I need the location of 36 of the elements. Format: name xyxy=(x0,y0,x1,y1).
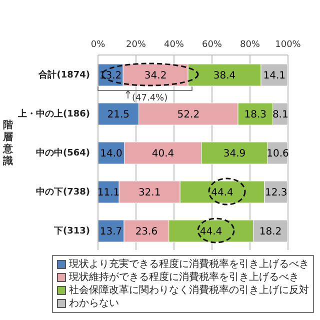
data-label: 32.1 xyxy=(138,188,161,199)
x-tick-label: 100% xyxy=(275,40,302,50)
data-label: 18.2 xyxy=(259,226,282,238)
x-tick-label: 0% xyxy=(90,40,106,50)
x-tick-label: 20% xyxy=(126,40,146,50)
legend-label: 現状維持ができる程度に消費税率を引き上げるべき xyxy=(69,271,299,284)
data-label: 11.1 xyxy=(97,188,120,199)
annotation: (47.4%) xyxy=(132,94,168,104)
data-label: 40.4 xyxy=(152,148,174,160)
x-tick-label: 80% xyxy=(240,40,260,50)
data-label: 21.5 xyxy=(107,110,130,121)
y-tick-label: 合計(1874) xyxy=(38,70,90,81)
data-label: 8.1 xyxy=(272,110,288,121)
data-label: 38.4 xyxy=(213,70,236,82)
data-label: 18.3 xyxy=(244,110,267,121)
data-label: 14.1 xyxy=(263,70,286,82)
legend-label: 社会保障改革に関わりなく消費税率の引き上げに反対 xyxy=(69,284,309,297)
x-tick-label: 40% xyxy=(164,40,184,50)
y-tick-label: 下(313) xyxy=(52,226,90,237)
data-label: 44.4 xyxy=(211,188,234,199)
data-label: 10.6 xyxy=(266,148,289,160)
data-label: 34.9 xyxy=(223,148,246,160)
data-label: 44.4 xyxy=(200,226,222,238)
data-label: 12.3 xyxy=(264,188,288,199)
x-tick-label: 60% xyxy=(202,40,222,50)
legend-label: 現状より充実できる程度に消費税率を引き上げるべき xyxy=(69,258,309,271)
y-tick-label: 中の下(738) xyxy=(36,186,90,198)
data-label: 13.7 xyxy=(100,226,122,238)
y-tick-label: 上・中の上(186) xyxy=(16,108,90,120)
legend-label: わからない xyxy=(69,297,119,310)
data-label: 23.6 xyxy=(135,226,158,238)
data-label: 34.2 xyxy=(144,70,167,82)
data-label: 52.2 xyxy=(177,110,200,121)
y-tick-label: 中の中(564) xyxy=(36,148,90,159)
data-label: 14.0 xyxy=(100,148,122,160)
y-axis-title: 階層意識 xyxy=(3,120,14,168)
